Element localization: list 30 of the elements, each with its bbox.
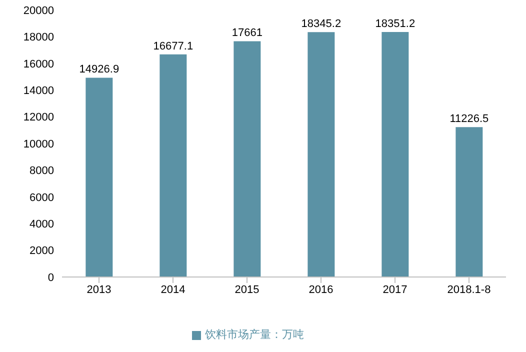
y-tick-label: 12000 [23, 112, 54, 124]
bar [308, 32, 335, 277]
data-label: 11226.5 [450, 113, 489, 126]
y-tick-label: 4000 [30, 218, 54, 231]
bar [382, 32, 409, 277]
bar [234, 41, 261, 277]
x-tick-label: 2017 [382, 284, 408, 296]
data-label: 16677.1 [153, 40, 194, 52]
x-tick-label: 2013 [86, 284, 112, 296]
y-tick-label: 16000 [23, 58, 54, 70]
bar [160, 54, 187, 277]
y-tick-label: 2000 [30, 245, 54, 258]
x-tick-label: 2015 [234, 284, 260, 296]
bar [456, 127, 483, 277]
data-label: 17661 [232, 27, 262, 40]
y-tick-label: 10000 [23, 138, 54, 150]
y-tick-label: 20000 [23, 4, 54, 17]
data-label: 14926.9 [79, 64, 120, 76]
legend-label: 饮料市场产量：万吨 [205, 329, 304, 341]
data-label: 18351.2 [375, 18, 416, 30]
data-label: 18345.2 [301, 18, 342, 30]
y-tick-label: 0 [48, 272, 54, 284]
x-tick-label: 2014 [160, 284, 186, 296]
y-tick-label: 6000 [30, 192, 54, 204]
bar [86, 78, 113, 277]
x-tick-label: 2018.1-8 [447, 284, 491, 296]
x-tick-label: 2016 [308, 284, 334, 296]
y-tick-label: 18000 [23, 32, 54, 44]
y-tick-label: 14000 [23, 85, 54, 98]
y-tick-label: 8000 [30, 165, 54, 178]
